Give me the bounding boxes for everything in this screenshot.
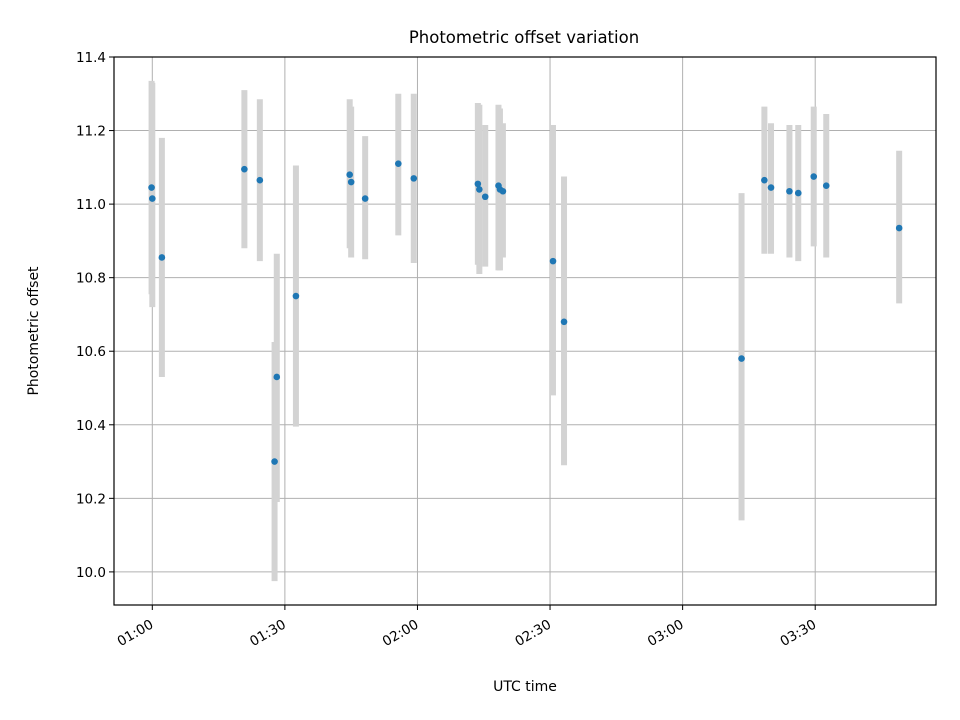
data-point [786, 187, 793, 195]
data-point [810, 173, 818, 180]
y-tick-label: 11.2 [76, 124, 106, 140]
y-axis-title: Photometric offset [26, 266, 42, 396]
data-point [347, 178, 355, 186]
data-point [822, 182, 830, 190]
y-tick-label: 11.4 [76, 50, 106, 66]
y-tick-label: 10.2 [76, 491, 106, 507]
data-point [560, 318, 568, 326]
data-point [148, 184, 155, 191]
data-point [241, 165, 248, 173]
data-point [481, 193, 489, 201]
data-point-layer [148, 160, 903, 465]
x-axis-title: UTC time [493, 679, 557, 695]
data-point [895, 224, 903, 232]
data-point [410, 175, 418, 182]
data-point [158, 254, 166, 261]
data-point [474, 180, 482, 188]
data-point [273, 373, 281, 381]
y-tick-label: 10.0 [76, 565, 106, 581]
y-tick-label: 10.4 [76, 418, 106, 434]
data-point [549, 257, 557, 265]
data-point [361, 195, 369, 202]
y-tick-label: 10.8 [76, 271, 106, 287]
y-tick-label: 10.6 [76, 344, 106, 360]
data-point [292, 292, 300, 300]
data-point [761, 176, 768, 184]
data-point [256, 176, 264, 184]
data-point [767, 184, 775, 191]
data-point [271, 458, 278, 465]
data-point [476, 186, 483, 193]
data-point [149, 195, 156, 202]
data-point [395, 160, 402, 167]
chart-title: Photometric offset variation [409, 28, 639, 47]
data-point [499, 187, 507, 195]
data-point [738, 355, 745, 362]
plot-frame [113, 56, 937, 606]
data-point [346, 171, 353, 178]
data-point [794, 189, 802, 197]
y-tick-label: 11.0 [76, 197, 106, 213]
